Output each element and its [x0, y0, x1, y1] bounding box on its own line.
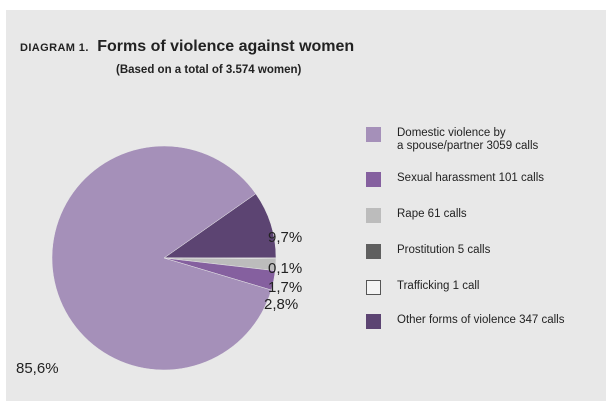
- label-domestic-violence: 85,6%: [16, 360, 59, 377]
- label-prostitution: 0,1%: [268, 260, 302, 277]
- label-rape: 1,7%: [268, 279, 302, 296]
- legend-swatch: [366, 314, 381, 329]
- legend-item-trafficking: Trafficking 1 call: [366, 280, 479, 295]
- chart-panel: DIAGRAM 1. Forms of violence against wom…: [6, 10, 606, 401]
- legend-item-rape: Rape 61 calls: [366, 208, 467, 223]
- legend-label: Rape 61 calls: [397, 208, 467, 221]
- legend-label: Trafficking 1 call: [397, 280, 479, 293]
- pie-slices: [52, 146, 276, 370]
- label-other-forms: 9,7%: [268, 229, 302, 246]
- legend-swatch: [366, 127, 381, 142]
- legend-item-domestic-violence: Domestic violence by a spouse/partner 30…: [366, 127, 538, 153]
- legend-swatch: [366, 280, 381, 295]
- legend-item-prostitution: Prostitution 5 calls: [366, 244, 490, 259]
- legend-swatch: [366, 244, 381, 259]
- legend-label: Domestic violence by a spouse/partner 30…: [397, 127, 538, 153]
- legend-label: Sexual harassment 101 calls: [397, 172, 544, 185]
- legend-label: Prostitution 5 calls: [397, 244, 490, 257]
- legend-swatch: [366, 172, 381, 187]
- legend-item-other-forms: Other forms of violence 347 calls: [366, 314, 564, 329]
- pie-chart: 85,6% 2,8%1,7% 0,1% 9,7%: [6, 10, 606, 401]
- legend-label: Other forms of violence 347 calls: [397, 314, 564, 327]
- legend-item-sexual-harassment: Sexual harassment 101 calls: [366, 172, 544, 187]
- label-sexual-harassment: 2,8%: [264, 296, 298, 313]
- legend-swatch: [366, 208, 381, 223]
